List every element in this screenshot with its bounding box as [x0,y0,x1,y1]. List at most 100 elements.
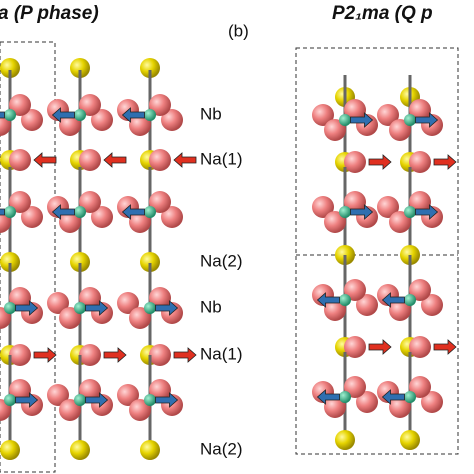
o-atom [21,109,43,131]
o-atom [356,294,378,316]
o-atom [356,391,378,413]
o-atom [344,99,366,121]
o-atom [344,151,366,173]
o-atom [377,196,399,218]
nb-atom [144,206,156,218]
o-atom [389,299,411,321]
nb-atom [144,109,156,121]
o-atom [79,94,101,116]
o-atom [79,287,101,309]
o-atom [79,149,101,171]
o-atom [9,191,31,213]
o-atom [389,119,411,141]
o-atom [9,149,31,171]
na-atom [0,252,20,272]
arrow [103,347,127,363]
o-atom [377,104,399,126]
arrow [51,204,75,220]
arrow [433,339,457,355]
arrow [121,204,145,220]
o-atom [9,287,31,309]
nb-atom [74,302,86,314]
o-atom [21,206,43,228]
arrow [15,392,39,408]
left-title: a (P phase) [0,3,99,24]
o-atom [324,119,346,141]
na-atom [0,58,20,78]
o-atom [149,344,171,366]
o-atom [324,211,346,233]
site-label: Nb [200,104,222,123]
o-atom [9,94,31,116]
o-atom [59,211,81,233]
o-atom [79,344,101,366]
na-atom [70,252,90,272]
o-atom [344,279,366,301]
o-atom [59,114,81,136]
arrow [155,300,179,316]
arrow [51,107,75,123]
nb-atom [74,206,86,218]
nb-atom [4,394,16,406]
site-label: Na(2) [200,251,243,270]
o-atom [409,279,431,301]
arrow [85,300,109,316]
arrow [33,347,57,363]
na-atom [70,58,90,78]
o-atom [324,396,346,418]
site-label: Na(1) [200,344,243,363]
na-atom [140,58,160,78]
arrow [350,204,374,220]
structure [0,58,457,460]
arrow [121,107,145,123]
arrow [433,154,457,170]
arrow [85,392,109,408]
o-atom [129,114,151,136]
o-atom [79,379,101,401]
nb-atom [144,302,156,314]
nb-atom [404,206,416,218]
unit-cell [295,47,459,455]
o-atom [129,211,151,233]
unit-cell [0,41,56,473]
nb-atom [74,394,86,406]
arrow [155,392,179,408]
site-label: Nb [200,297,222,316]
o-atom [149,287,171,309]
o-atom [59,399,81,421]
arrow [415,204,439,220]
o-atom [117,292,139,314]
nb-atom [4,109,16,121]
nb-atom [339,294,351,306]
o-atom [312,196,334,218]
na-atom [140,252,160,272]
arrow [173,347,197,363]
arrow [316,389,340,405]
o-atom [344,336,366,358]
nb-atom [74,109,86,121]
o-atom [149,191,171,213]
arrow [350,112,374,128]
o-atom [79,191,101,213]
o-atom [344,191,366,213]
nb-atom [144,394,156,406]
arrow [0,208,5,216]
o-atom [91,109,113,131]
o-atom [59,307,81,329]
nb-atom [404,294,416,306]
o-atom [161,109,183,131]
nb-atom [404,391,416,403]
o-atom [389,211,411,233]
o-atom [129,399,151,421]
nb-atom [339,114,351,126]
o-atom [409,99,431,121]
o-atom [312,104,334,126]
na-atom [335,430,355,450]
o-atom [389,396,411,418]
o-atom [409,376,431,398]
na-atom [140,440,160,460]
nb-atom [339,206,351,218]
o-atom [161,206,183,228]
arrow [381,389,405,405]
o-atom [409,336,431,358]
